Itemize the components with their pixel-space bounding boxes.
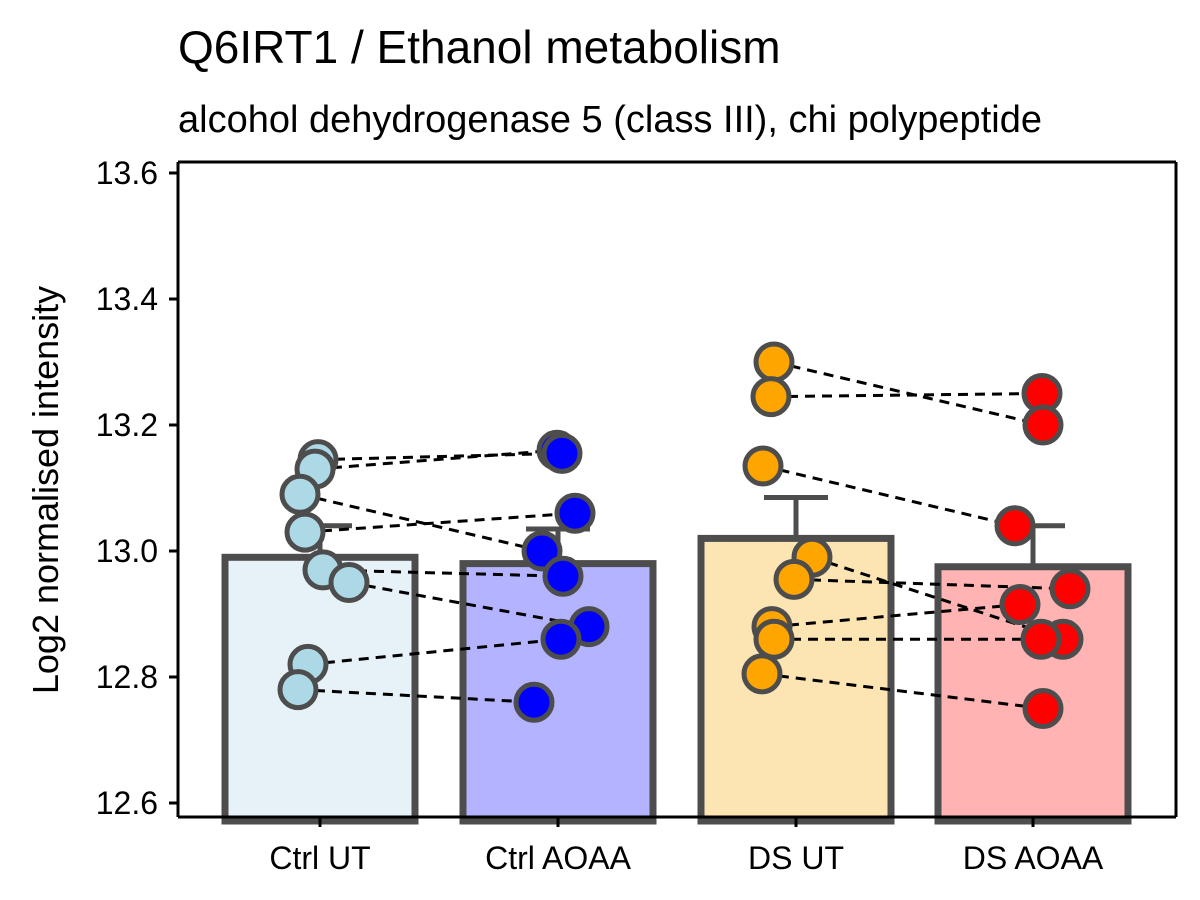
data-point <box>1049 568 1091 610</box>
chart-subtitle: alcohol dehydrogenase 5 (class III), chi… <box>178 99 1042 141</box>
data-point <box>554 492 596 534</box>
data-point <box>753 341 795 383</box>
y-tick-label: 12.6 <box>96 785 158 821</box>
paired-line <box>307 637 562 666</box>
data-point <box>773 558 815 600</box>
y-axis-label: Log2 normalised intensity <box>25 286 66 694</box>
data-point <box>1022 688 1064 729</box>
y-axis: 12.6 12.8 13.0 13.2 13.4 13.6 <box>96 155 180 821</box>
data-point <box>1022 404 1064 446</box>
y-tick-label: 13.6 <box>96 155 158 191</box>
x-tick-label: Ctrl UT <box>269 840 370 876</box>
data-point <box>513 681 555 723</box>
paired-line <box>297 688 535 704</box>
paired-line <box>314 448 558 471</box>
chart-title: Q6IRT1 / Ethanol metabolism <box>178 21 781 73</box>
data-point <box>541 432 583 474</box>
paired-line <box>317 451 563 462</box>
data-point <box>994 505 1036 547</box>
data-point <box>1020 618 1062 660</box>
data-point <box>328 562 370 603</box>
paired-line <box>299 492 543 553</box>
paired-line <box>348 581 590 629</box>
data-point <box>999 584 1041 626</box>
y-tick-label: 12.8 <box>96 659 158 695</box>
y-tick-label: 13.2 <box>96 407 158 443</box>
paired-line <box>762 464 1016 528</box>
data-point <box>284 511 326 553</box>
data-point <box>753 618 795 660</box>
data-point <box>750 376 792 418</box>
paired-line <box>761 672 1044 710</box>
x-tick-label: Ctrl AOAA <box>485 840 631 876</box>
y-tick-label: 13.0 <box>96 533 158 569</box>
data-point <box>277 669 319 711</box>
paired-line <box>304 511 576 534</box>
x-axis: Ctrl UT Ctrl AOAA DS UT DS AOAA <box>178 815 1176 876</box>
bar-ctrl-aoaa <box>459 560 657 825</box>
paired-line <box>771 603 1021 629</box>
data-point <box>542 555 584 597</box>
y-tick-label: 13.4 <box>96 281 158 317</box>
bar-ctrl-ut <box>221 553 419 825</box>
plot-area <box>178 160 1178 825</box>
data-point <box>742 445 784 487</box>
paired-line <box>773 360 1044 427</box>
x-tick-label: DS UT <box>748 840 844 876</box>
data-point <box>540 618 582 660</box>
paired-line <box>770 392 1043 399</box>
data-point <box>279 473 321 515</box>
data-point <box>741 653 783 695</box>
x-tick-label: DS AOAA <box>963 840 1104 876</box>
